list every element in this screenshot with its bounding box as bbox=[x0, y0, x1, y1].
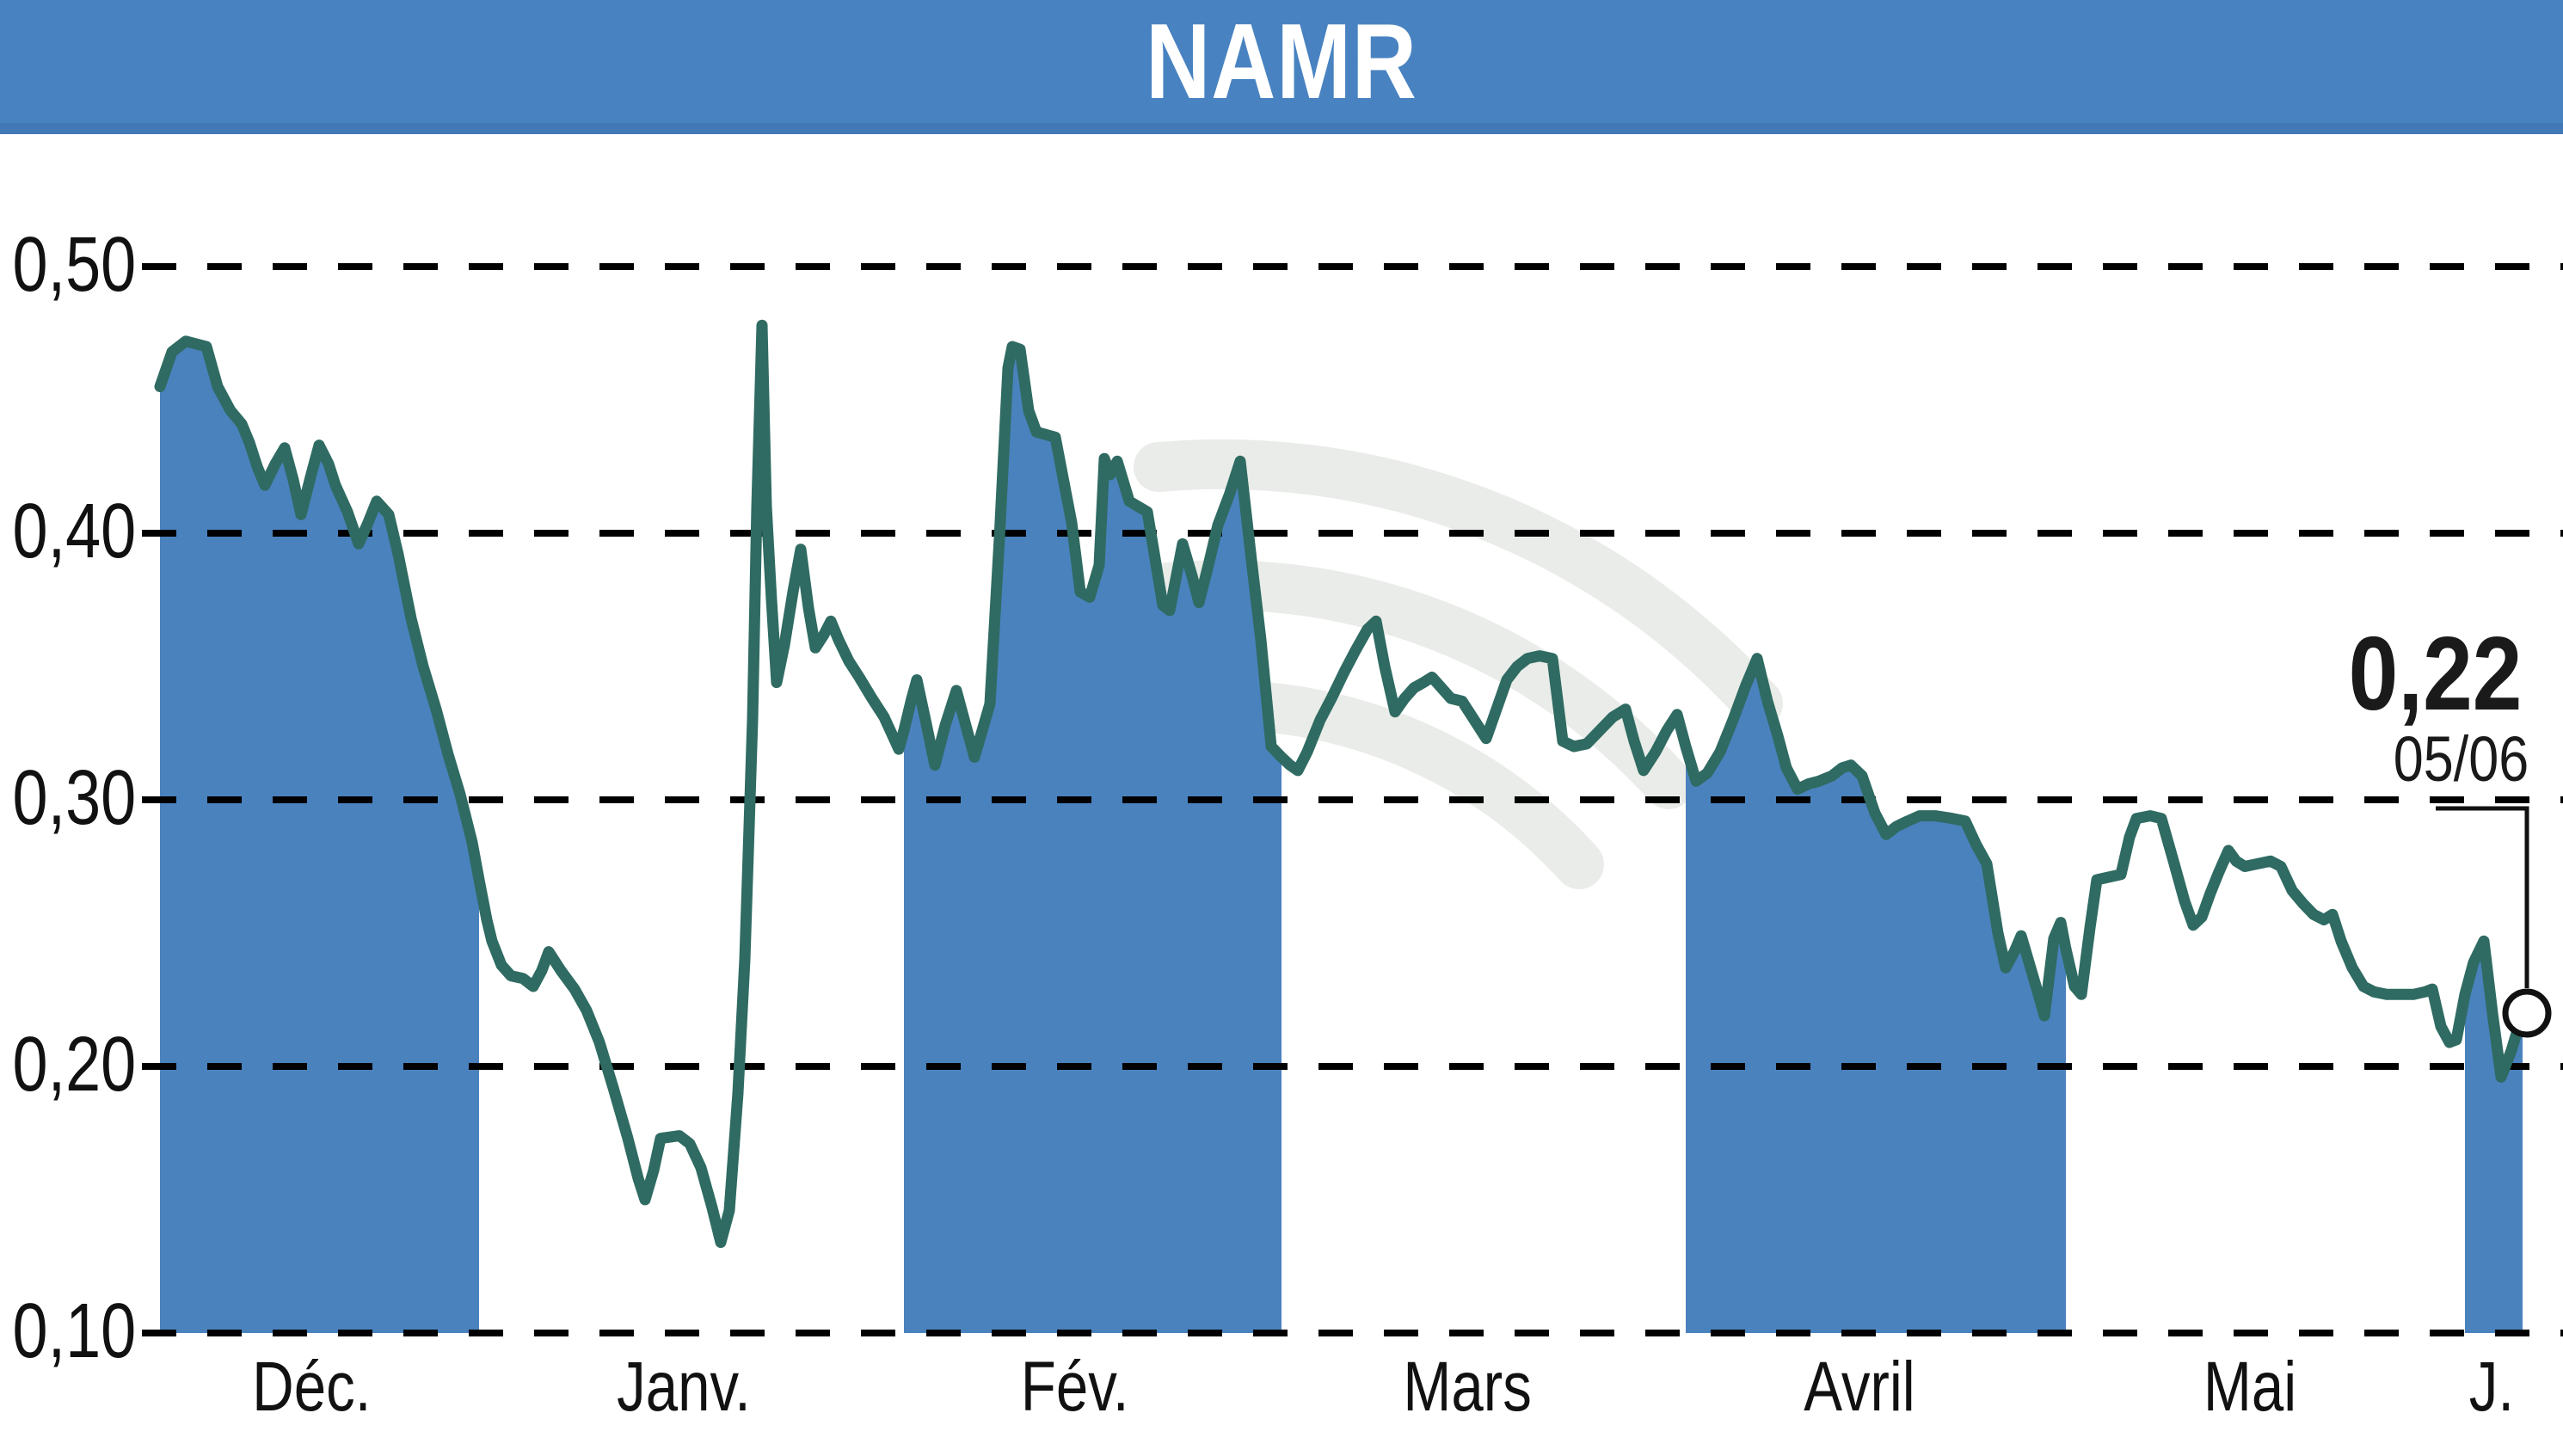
gridlines bbox=[142, 263, 2563, 1336]
price-line bbox=[154, 319, 2529, 1249]
y-tick-0-30: 0,30 bbox=[12, 755, 136, 842]
last-price-marker bbox=[2502, 988, 2552, 1038]
header-banner: NAMR bbox=[0, 0, 2563, 134]
y-tick-0-20: 0,20 bbox=[12, 1022, 136, 1109]
x-tick-janv: Janv. bbox=[617, 1348, 751, 1426]
area-fill-0 bbox=[160, 341, 479, 1333]
y-tick-0-50: 0,50 bbox=[12, 222, 136, 309]
callout-connector bbox=[2436, 806, 2529, 988]
x-tick-avril: Avril bbox=[1804, 1348, 1915, 1426]
last-price-callout bbox=[2436, 806, 2552, 1038]
x-tick-juin: J. bbox=[2468, 1348, 2515, 1426]
x-tick-fev: Fév. bbox=[1021, 1348, 1129, 1426]
price-line-path bbox=[154, 319, 2529, 1249]
x-tick-mai: Mai bbox=[2203, 1348, 2297, 1426]
y-tick-0-10: 0,10 bbox=[12, 1288, 136, 1375]
page-title: NAMR bbox=[1120, 9, 1443, 115]
last-price-date: 05/06 bbox=[2393, 723, 2529, 795]
y-tick-0-40: 0,40 bbox=[12, 488, 136, 575]
area-fill-2 bbox=[1686, 658, 2066, 1333]
page-title-text: NAMR bbox=[1146, 2, 1417, 121]
area-fill-3 bbox=[2465, 941, 2523, 1333]
x-tick-mars: Mars bbox=[1403, 1348, 1532, 1426]
last-price-value: 0,22 bbox=[2348, 615, 2522, 732]
x-tick-dec: Déc. bbox=[251, 1348, 372, 1426]
